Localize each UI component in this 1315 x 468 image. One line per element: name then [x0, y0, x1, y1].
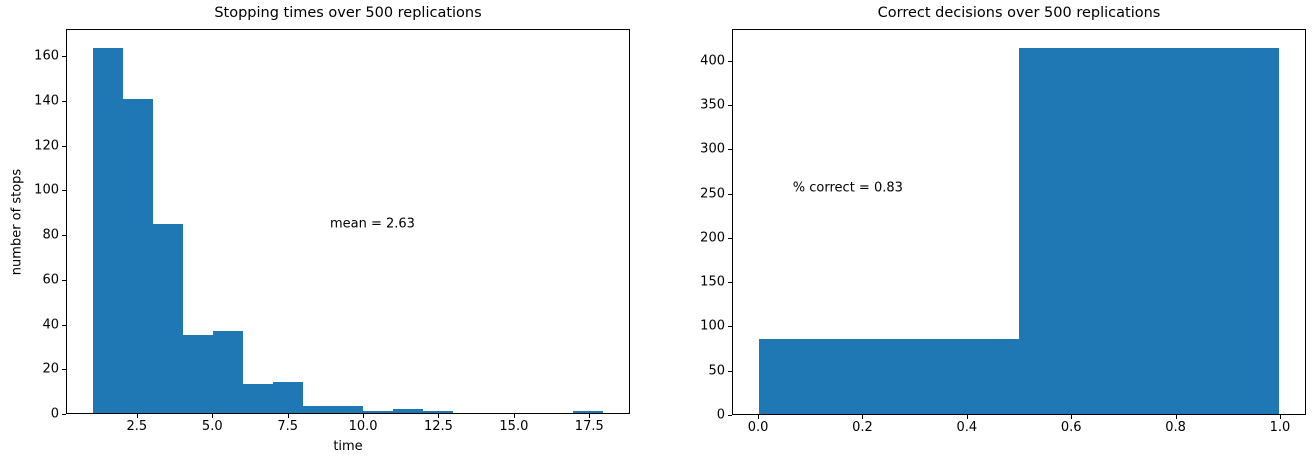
x-tick-label: 0.8 — [1165, 420, 1186, 435]
y-tick — [728, 60, 732, 62]
y-tick-label: 350 — [700, 97, 725, 113]
histogram-bar — [242, 384, 273, 413]
histogram-bar — [393, 408, 424, 413]
correct-decisions-chart: Correct decisions over 500 replications … — [700, 6, 1306, 434]
y-tick — [728, 326, 732, 328]
x-axis-label: time — [333, 439, 363, 454]
y-tick — [62, 100, 66, 102]
chart-title: Stopping times over 500 replications — [214, 5, 482, 21]
histogram-bar — [1019, 48, 1279, 414]
x-tick — [513, 414, 515, 418]
y-tick-label: 40 — [42, 317, 59, 333]
y-tick — [728, 149, 732, 151]
y-tick-label: 0 — [50, 406, 59, 422]
y-tick-label: 200 — [700, 230, 725, 246]
y-tick — [728, 237, 732, 239]
x-tick-label: 0.2 — [852, 420, 873, 435]
y-tick-label: 100 — [34, 182, 59, 198]
histogram-bar — [423, 410, 454, 413]
histogram-bar — [182, 335, 213, 413]
y-tick-label: 300 — [700, 141, 725, 157]
y-tick — [62, 369, 66, 371]
y-axis-label: number of stops — [9, 168, 25, 275]
x-tick-label: 0.0 — [747, 420, 769, 435]
y-tick — [728, 415, 732, 416]
y-tick — [62, 145, 66, 147]
y-tick-label: 50 — [708, 363, 725, 379]
x-tick — [1279, 415, 1281, 419]
y-tick — [728, 370, 732, 372]
y-tick-label: 20 — [42, 361, 59, 377]
histogram-bar — [363, 410, 394, 413]
x-tick-label: 12.5 — [423, 419, 453, 434]
x-tick-label: 17.5 — [574, 419, 604, 434]
histogram-bar — [759, 339, 1019, 414]
y-tick — [62, 56, 66, 58]
y-tick-label: 80 — [42, 227, 59, 243]
y-tick — [728, 193, 732, 195]
y-tick — [62, 279, 66, 281]
y-tick — [728, 104, 732, 106]
histogram-bar — [152, 223, 183, 413]
x-tick-label: 0.6 — [1060, 420, 1082, 435]
x-tick-label: 1.0 — [1269, 420, 1291, 435]
percent-correct-annotation: % correct = 0.83 — [792, 180, 903, 196]
histogram-bar — [302, 406, 333, 413]
histogram-bar — [332, 406, 364, 413]
y-tick — [728, 282, 732, 284]
plot-area: mean = 2.63 — [66, 29, 630, 414]
y-tick — [62, 414, 66, 415]
x-tick — [136, 414, 138, 418]
x-tick-label: 5.0 — [201, 419, 223, 434]
y-tick-label: 140 — [34, 93, 59, 109]
y-tick-label: 120 — [34, 138, 59, 154]
x-tick — [758, 415, 760, 419]
plot-area: % correct = 0.83 — [732, 29, 1306, 415]
x-tick — [966, 415, 968, 419]
x-tick-label: 10.0 — [348, 419, 378, 434]
x-tick-label: 0.4 — [956, 420, 978, 435]
histogram-bar — [272, 381, 303, 413]
stopping-times-chart: Stopping times over 500 replications mea… — [10, 6, 630, 453]
x-tick — [589, 414, 591, 418]
x-tick — [862, 415, 864, 419]
x-tick-label: 15.0 — [499, 419, 529, 434]
y-tick-label: 0 — [716, 407, 725, 423]
histogram-bar — [92, 48, 123, 413]
x-tick — [1071, 415, 1073, 419]
y-tick — [62, 324, 66, 326]
x-tick — [363, 414, 365, 418]
y-tick-label: 160 — [34, 48, 59, 64]
y-tick-label: 100 — [700, 318, 725, 334]
x-tick — [438, 414, 440, 418]
y-tick-label: 60 — [42, 272, 59, 288]
histogram-bar — [573, 410, 604, 413]
x-tick — [212, 414, 214, 418]
mean-annotation: mean = 2.63 — [329, 216, 415, 232]
chart-title: Correct decisions over 500 replications — [877, 5, 1161, 21]
y-tick — [62, 235, 66, 237]
x-tick-label: 7.5 — [277, 419, 299, 434]
y-tick — [62, 190, 66, 192]
x-tick — [287, 414, 289, 418]
histogram-bar — [122, 99, 153, 413]
y-tick-label: 400 — [700, 53, 725, 69]
y-tick-label: 250 — [700, 186, 725, 202]
histogram-bar — [212, 330, 243, 413]
x-tick-label: 2.5 — [126, 419, 148, 434]
x-tick — [1175, 415, 1177, 419]
y-tick-label: 150 — [700, 274, 725, 290]
